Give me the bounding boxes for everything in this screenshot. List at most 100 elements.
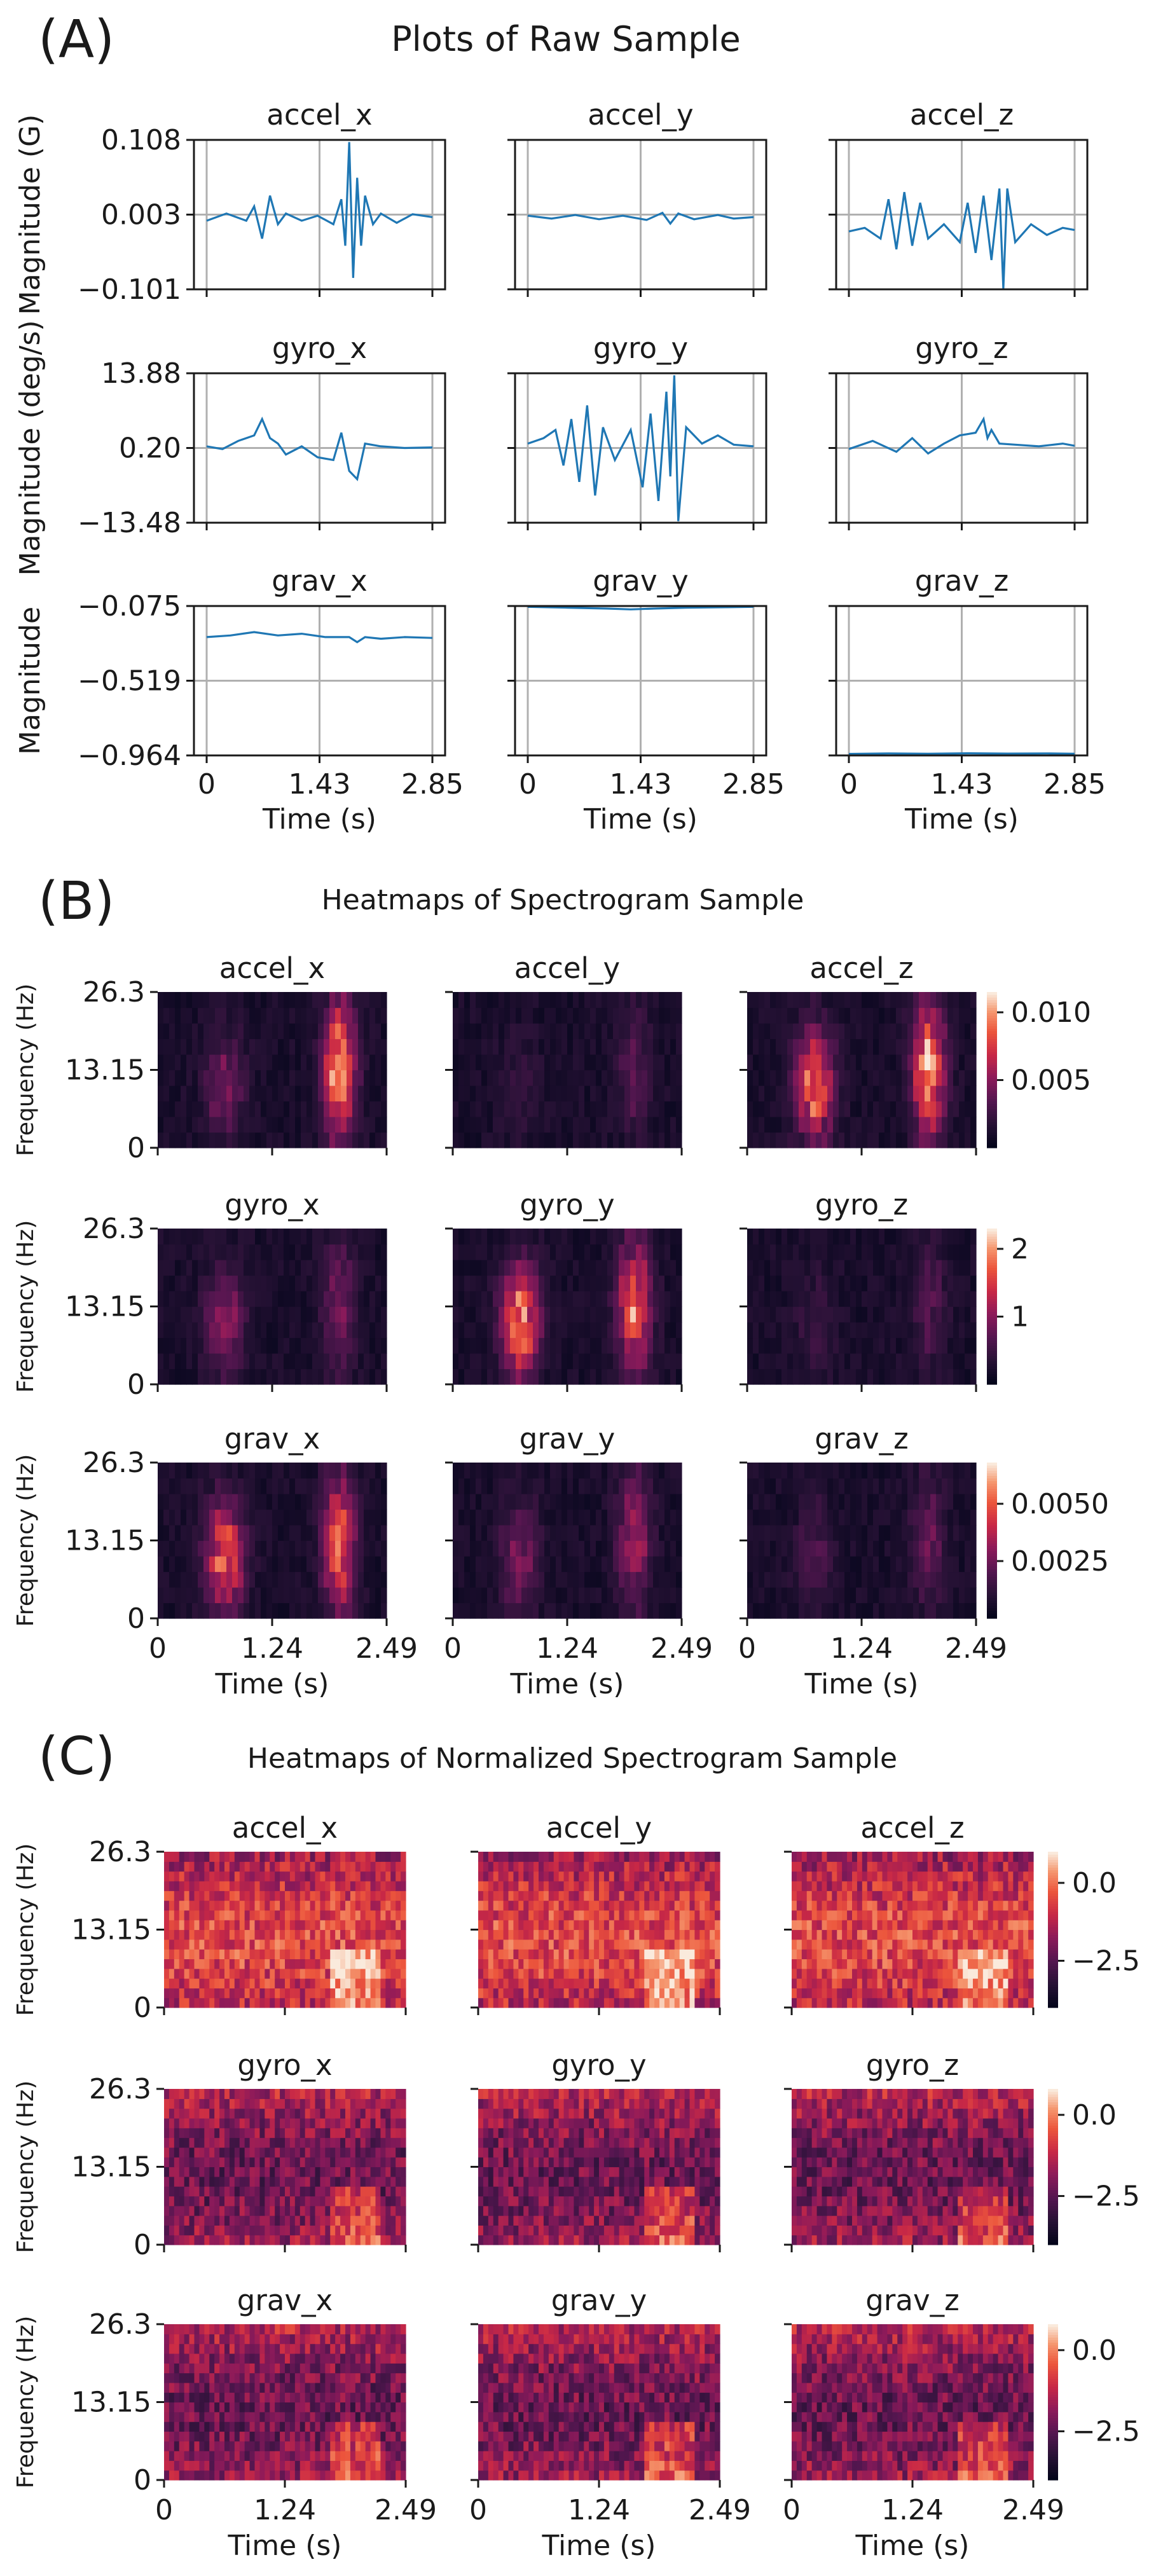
heatmap-cell xyxy=(936,992,942,1009)
y-tick-label: 0.20 xyxy=(119,432,181,465)
heatmap-cell xyxy=(158,1587,164,1604)
heatmap-cell xyxy=(890,1132,897,1148)
heatmap-cell xyxy=(930,1101,937,1117)
heatmap-cell xyxy=(556,1260,562,1276)
heatmap-cell xyxy=(521,1038,528,1055)
heatmap-cell xyxy=(335,1939,341,1950)
heatmap-cell xyxy=(556,1540,562,1557)
heatmap-cell xyxy=(844,1494,851,1510)
heatmap-cell xyxy=(516,1117,522,1133)
heatmap-cell xyxy=(510,1353,516,1370)
heatmap-cell xyxy=(209,1117,216,1133)
heatmap-cell xyxy=(753,1556,759,1573)
heatmap-cell xyxy=(181,1587,187,1604)
heatmap-cell xyxy=(613,1117,619,1133)
heatmap-cell xyxy=(619,1587,625,1604)
heatmap-cell xyxy=(607,1368,614,1385)
heatmap-cell xyxy=(476,1337,482,1354)
heatmap-cell xyxy=(528,1978,534,1988)
heatmap-cell xyxy=(833,1244,839,1260)
heatmap-cell xyxy=(284,1260,290,1276)
heatmap-cell xyxy=(219,1891,225,1901)
heatmap-cell xyxy=(226,1275,233,1291)
heatmap-cell xyxy=(936,1368,942,1385)
heatmap-cell xyxy=(590,992,596,1009)
heatmap-cell xyxy=(827,1054,834,1071)
heatmap-cell xyxy=(799,1337,805,1354)
heatmap-cell xyxy=(380,1880,386,1891)
heatmap-cell xyxy=(930,1229,937,1245)
heatmap-cell xyxy=(919,1007,925,1024)
heatmap-cell xyxy=(375,1117,382,1133)
heatmap-cell xyxy=(670,1571,677,1588)
heatmap-cell xyxy=(764,1368,771,1385)
heatmap-cell xyxy=(312,1337,319,1354)
heatmap-cell xyxy=(544,1229,551,1245)
heatmap-cell xyxy=(527,1291,533,1307)
heatmap-cell xyxy=(653,1132,659,1148)
heatmap-cell xyxy=(249,1920,256,1931)
heatmap-cell xyxy=(642,1244,648,1260)
heatmap-cell xyxy=(636,1540,642,1557)
heatmap-cell xyxy=(624,1353,631,1370)
heatmap-cell xyxy=(249,1852,256,1862)
heatmap-cell xyxy=(255,1070,261,1086)
heatmap-cell xyxy=(221,1587,227,1604)
colorbar-segment xyxy=(987,1548,997,1552)
heatmap-cell xyxy=(169,1038,175,1055)
heatmap-cell xyxy=(318,1038,324,1055)
heatmap-cell xyxy=(329,1291,336,1307)
heatmap-cell xyxy=(936,1525,942,1541)
heatmap-cell xyxy=(209,1509,216,1526)
heatmap-cell xyxy=(259,1939,265,1950)
heatmap-cell xyxy=(255,1587,261,1604)
heatmap-cell xyxy=(266,1132,273,1148)
heatmap-cell xyxy=(947,1478,954,1494)
heatmap-cell xyxy=(590,1132,596,1148)
heatmap-cell xyxy=(959,992,965,1009)
heatmap-cell xyxy=(521,1023,528,1040)
heatmap-cell xyxy=(232,1117,238,1133)
heatmap-cell xyxy=(521,992,528,1009)
heatmap-cell xyxy=(694,1997,700,2008)
heatmap-cell xyxy=(567,1463,574,1479)
heatmap-cell xyxy=(561,1132,568,1148)
heatmap-cell xyxy=(630,1070,637,1086)
heatmap-cell xyxy=(596,992,602,1009)
heatmap-cell xyxy=(470,1322,476,1339)
heatmap-cell xyxy=(186,1368,193,1385)
heatmap-cell xyxy=(312,1353,319,1370)
heatmap-cell xyxy=(639,1997,645,2008)
heatmap-cell xyxy=(453,1353,459,1370)
heatmap-cell xyxy=(521,1291,528,1307)
heatmap-cell xyxy=(163,1244,170,1260)
heatmap-cell xyxy=(259,1959,265,1969)
heatmap-cell xyxy=(204,1920,210,1931)
heatmap-cell xyxy=(539,1602,545,1619)
heatmap-cell xyxy=(232,1038,238,1055)
heatmap-cell xyxy=(787,1007,794,1024)
heatmap-cell xyxy=(221,1478,227,1494)
heatmap-cell xyxy=(947,1540,954,1557)
heatmap-cell xyxy=(510,1525,516,1541)
heatmap-cell xyxy=(358,1244,364,1260)
heatmap-cell xyxy=(649,1978,655,1988)
heatmap-cell xyxy=(884,1368,891,1385)
heatmap-cell xyxy=(278,1054,284,1071)
heatmap-cell xyxy=(879,1368,885,1385)
heatmap-cell xyxy=(925,1007,931,1024)
heatmap-cell xyxy=(209,1229,216,1245)
heatmap-cell xyxy=(844,1587,851,1604)
heatmap-cell xyxy=(158,1101,164,1117)
heatmap-cell xyxy=(579,1997,584,2008)
heatmap-cell xyxy=(181,1353,187,1370)
heatmap-cell xyxy=(970,1571,977,1588)
heatmap-cell xyxy=(947,1525,954,1541)
heatmap-cell xyxy=(301,1353,307,1370)
heatmap-cell xyxy=(959,1463,965,1479)
heatmap-cell xyxy=(335,1244,341,1260)
heatmap-cell xyxy=(272,1101,279,1117)
heatmap-cell xyxy=(556,1085,562,1102)
colorbar-segment xyxy=(987,1059,997,1063)
heatmap-cell xyxy=(556,992,562,1009)
